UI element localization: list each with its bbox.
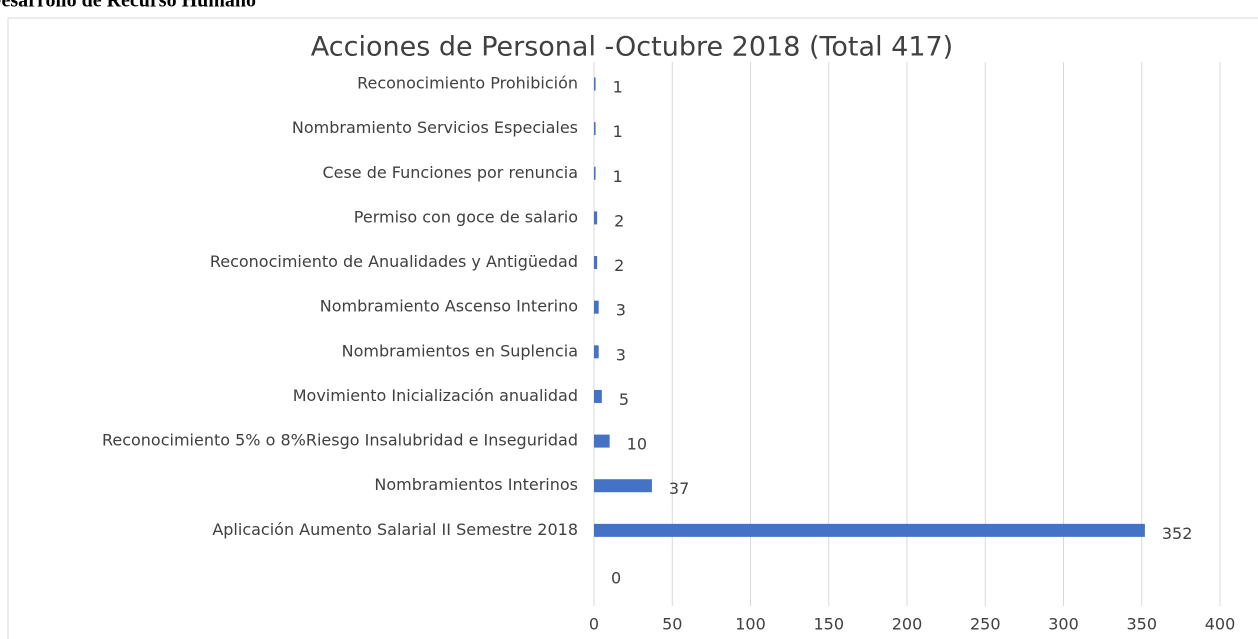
y-tick-label: Reconocimiento 5% o 8%Riesgo Insalubrida… bbox=[102, 431, 578, 450]
bar bbox=[594, 479, 652, 493]
bar bbox=[594, 300, 599, 314]
value-label: 1 bbox=[613, 122, 623, 141]
bar bbox=[594, 434, 610, 448]
x-tick-label: 250 bbox=[970, 615, 1001, 634]
y-tick-label: Nombramientos Interinos bbox=[374, 475, 578, 494]
bar bbox=[594, 345, 599, 359]
value-label: 3 bbox=[616, 301, 626, 320]
bar bbox=[594, 166, 596, 180]
page-heading: Desarrollo de Recurso Humano bbox=[0, 0, 256, 12]
y-tick-label: Movimiento Inicialización anualidad bbox=[293, 386, 578, 405]
bar bbox=[594, 256, 598, 270]
value-label: 352 bbox=[1162, 524, 1193, 543]
bar bbox=[594, 122, 596, 136]
value-label: 2 bbox=[614, 211, 624, 230]
value-label: 3 bbox=[616, 345, 626, 364]
bar bbox=[594, 211, 598, 225]
y-tick-label: Cese de Funciones por renuncia bbox=[322, 163, 578, 182]
y-tick-label: Permiso con goce de salario bbox=[354, 207, 578, 226]
bar bbox=[594, 77, 596, 91]
x-tick-label: 350 bbox=[1126, 615, 1157, 634]
value-label: 5 bbox=[619, 390, 629, 409]
y-tick-label: Nombramientos en Suplencia bbox=[342, 341, 578, 360]
x-tick-label: 100 bbox=[735, 615, 766, 634]
y-tick-label: Nombramiento Servicios Especiales bbox=[292, 118, 578, 137]
x-tick-label: 50 bbox=[662, 615, 682, 634]
y-tick-label: Nombramiento Ascenso Interino bbox=[320, 297, 578, 316]
chart-frame bbox=[7, 17, 1258, 639]
value-label: 1 bbox=[613, 78, 623, 97]
value-label: 0 bbox=[611, 569, 621, 588]
y-tick-label: Reconocimiento de Anualidades y Antigüed… bbox=[210, 252, 578, 271]
chart-title: Acciones de Personal -Octubre 2018 (Tota… bbox=[311, 32, 953, 63]
bar bbox=[594, 389, 602, 403]
x-tick-label: 400 bbox=[1205, 615, 1236, 634]
value-label: 1 bbox=[613, 167, 623, 186]
bar bbox=[594, 523, 1145, 537]
value-label: 2 bbox=[614, 256, 624, 275]
y-tick-label: Aplicación Aumento Salarial II Semestre … bbox=[212, 520, 578, 539]
value-label: 10 bbox=[627, 435, 647, 454]
x-tick-label: 150 bbox=[813, 615, 844, 634]
value-label: 37 bbox=[669, 479, 689, 498]
y-tick-label: Reconocimiento Prohibición bbox=[357, 74, 578, 93]
x-tick-label: 200 bbox=[892, 615, 923, 634]
x-tick-label: 300 bbox=[1048, 615, 1079, 634]
x-tick-label: 0 bbox=[589, 615, 599, 634]
